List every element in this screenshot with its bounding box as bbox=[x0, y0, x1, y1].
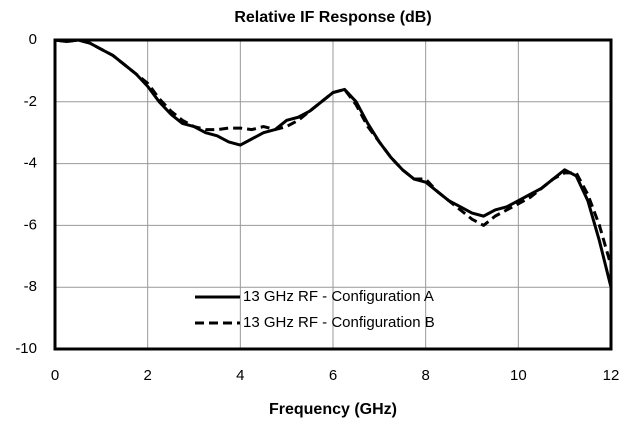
data-line bbox=[54, 38, 613, 266]
x-tick-label: 8 bbox=[421, 367, 429, 384]
legend-label: 13 GHz RF - Configuration A bbox=[243, 288, 434, 305]
x-tick-label: 0 bbox=[51, 367, 59, 384]
chart-title: Relative IF Response (dB) bbox=[234, 9, 431, 26]
x-tick-label: 4 bbox=[236, 367, 244, 384]
y-tick-label: -6 bbox=[24, 216, 37, 233]
x-tick-label: 2 bbox=[143, 367, 151, 384]
y-tick-label: -2 bbox=[24, 93, 37, 110]
x-tick-label: 12 bbox=[603, 367, 620, 384]
x-axis-label: Frequency (GHz) bbox=[269, 401, 397, 418]
y-tick-label: -4 bbox=[24, 155, 37, 172]
x-tick-label: 6 bbox=[329, 367, 337, 384]
y-tick-label: -8 bbox=[24, 278, 37, 295]
x-tick-label: 10 bbox=[510, 367, 527, 384]
legend-label: 13 GHz RF - Configuration B bbox=[243, 314, 435, 331]
plot-border bbox=[53, 38, 613, 351]
y-tick-label: 0 bbox=[29, 31, 37, 48]
y-tick-label: -10 bbox=[15, 340, 37, 357]
